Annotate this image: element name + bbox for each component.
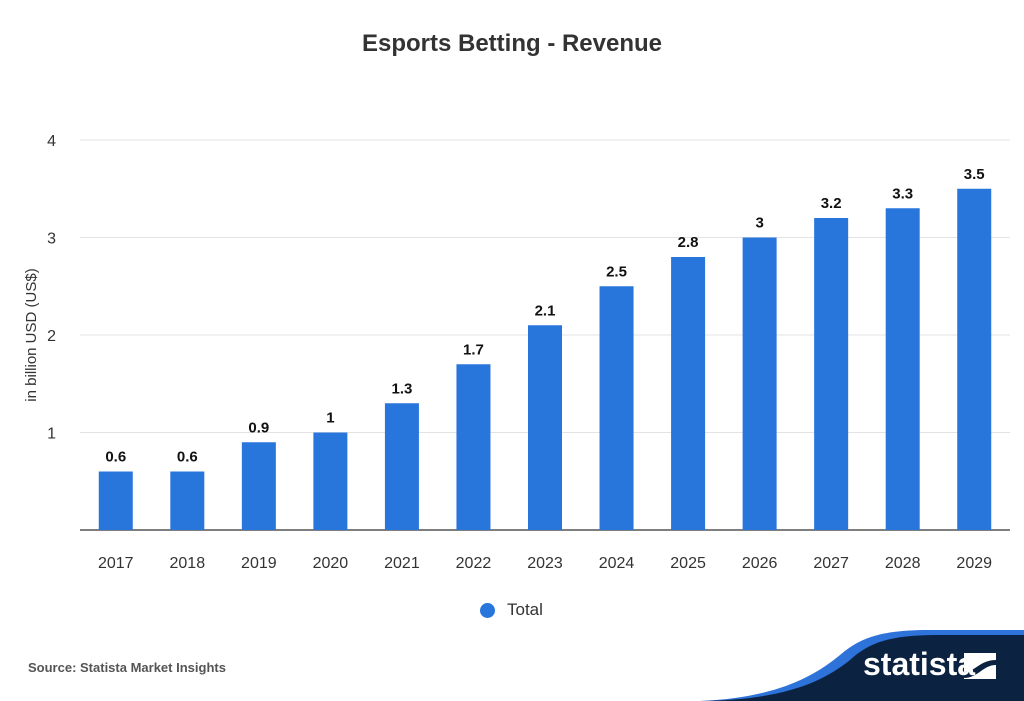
bar <box>671 257 706 530</box>
data-label: 3.2 <box>821 195 842 212</box>
bar <box>241 442 276 530</box>
data-label: 2.1 <box>535 302 556 319</box>
data-label: 2.5 <box>606 263 627 280</box>
data-label: 2.8 <box>678 234 699 251</box>
bar <box>98 471 133 530</box>
bar <box>814 218 849 530</box>
bar <box>528 325 562 530</box>
x-tick-label: 2018 <box>170 555 206 572</box>
x-tick-label: 2029 <box>956 555 992 572</box>
bar <box>742 237 777 530</box>
bar <box>885 208 920 530</box>
data-label: 3.3 <box>892 185 913 202</box>
x-tick-label: 2026 <box>742 555 778 572</box>
x-tick-label: 2019 <box>241 555 277 572</box>
y-tick-label: 1 <box>47 426 56 443</box>
bar <box>170 471 205 530</box>
data-label: 1.7 <box>463 341 484 358</box>
source-note: Source: Statista Market Insights <box>28 660 226 675</box>
data-label: 3.5 <box>964 166 985 183</box>
data-label: 0.6 <box>105 449 126 466</box>
x-tick-label: 2023 <box>527 555 563 572</box>
bar <box>957 188 992 530</box>
y-tick-label: 3 <box>47 231 56 248</box>
y-tick-label: 4 <box>47 133 56 150</box>
data-label: 1 <box>326 410 334 427</box>
x-tick-label: 2024 <box>599 555 635 572</box>
statista-logo-text: statista <box>863 646 976 682</box>
bar <box>456 364 491 530</box>
statista-logo-banner <box>700 630 1024 701</box>
legend: Total <box>480 600 543 620</box>
bar <box>599 286 634 530</box>
statista-logo-icon <box>964 653 996 679</box>
x-tick-label: 2027 <box>813 555 849 572</box>
bar <box>384 403 419 530</box>
x-tick-label: 2017 <box>98 555 134 572</box>
x-tick-label: 2028 <box>885 555 921 572</box>
x-tick-label: 2020 <box>313 555 349 572</box>
bar <box>313 432 348 530</box>
chart-title: Esports Betting - Revenue <box>361 30 663 57</box>
data-label: 3 <box>755 215 763 232</box>
x-tick-label: 2022 <box>456 555 492 572</box>
x-tick-label: 2025 <box>670 555 706 572</box>
data-label: 0.9 <box>248 419 269 436</box>
y-tick-label: 2 <box>47 328 56 345</box>
legend-label: Total <box>507 600 543 619</box>
legend-marker <box>480 602 495 618</box>
y-axis-label: in billion USD (US$) <box>23 268 40 401</box>
data-label: 0.6 <box>177 449 198 466</box>
data-label: 1.3 <box>391 380 412 397</box>
x-tick-label: 2021 <box>384 555 420 572</box>
